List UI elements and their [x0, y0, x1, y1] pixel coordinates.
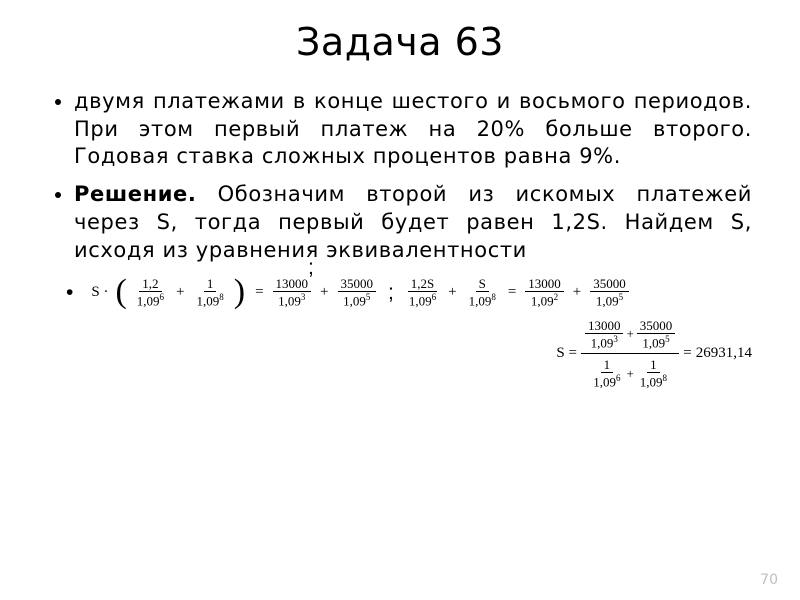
- plus-icon: +: [173, 285, 187, 300]
- rparen-icon: ): [233, 277, 246, 308]
- eq1-S: S ·: [91, 285, 108, 300]
- body-list: двумя платежами в конце шестого и восьмо…: [48, 88, 752, 264]
- eq3-bigfrac: 13000 1,093 + 35000 1,095 1 1,096 +: [581, 315, 679, 393]
- eq1-frac3: 13000 1,093: [273, 276, 312, 308]
- page-number: 70: [760, 572, 778, 588]
- eq1-frac1: 1,2 1,096: [134, 276, 167, 308]
- equation-bullet: •: [48, 282, 85, 303]
- equation-row: • S · ( 1,2 1,096 + 1 1,098 ) = 13000 1,…: [48, 276, 752, 392]
- body-bullet-1: двумя платежами в конце шестого и восьмо…: [74, 88, 752, 171]
- body-bullet-2: Решение. Обозначим второй из искомых пла…: [74, 181, 752, 264]
- eq2-frac2: S 1,098: [466, 276, 499, 308]
- eq2-frac3: 13000 1,092: [525, 276, 564, 308]
- eq2-frac1: 1,2S 1,096: [406, 276, 439, 308]
- eq1-frac2: 1 1,098: [194, 276, 227, 308]
- stray-semicolon-mid: ;: [382, 282, 400, 303]
- slide: Задача 63 двумя платежами в конце шестог…: [0, 0, 800, 600]
- lparen-icon: (: [114, 277, 127, 308]
- slide-title: Задача 63: [48, 20, 752, 64]
- eq3-result: 26931,14: [696, 346, 752, 361]
- plus-icon-2: +: [317, 285, 331, 300]
- eq3: S = 13000 1,093 + 35000 1,095 1: [556, 315, 752, 393]
- eq2-frac4: 35000 1,095: [590, 276, 629, 308]
- eq1-frac4: 35000 1,095: [338, 276, 377, 308]
- solution-label: Решение.: [74, 182, 196, 206]
- equals-icon: =: [252, 285, 266, 300]
